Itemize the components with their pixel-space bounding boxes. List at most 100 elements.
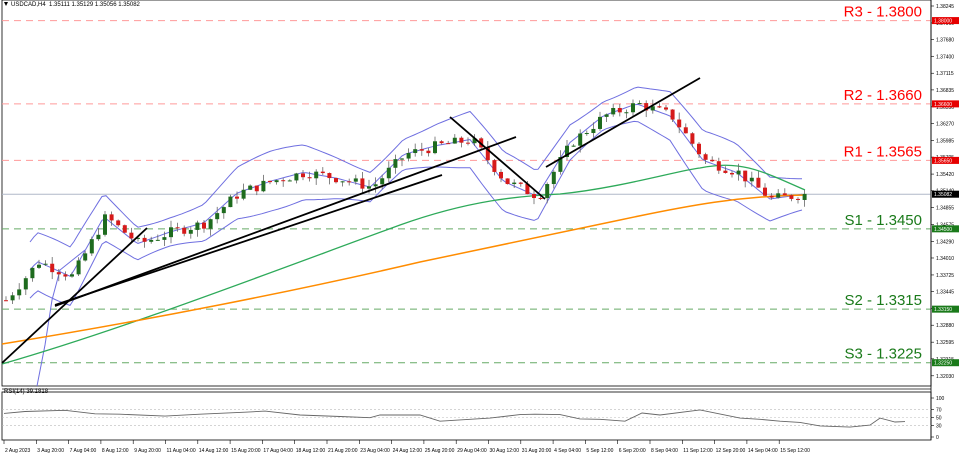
time-tick-label: 18 Aug 12:00 — [296, 448, 326, 454]
bull-candle — [512, 182, 517, 185]
bull-candle — [373, 184, 378, 187]
bear-candle — [182, 227, 187, 234]
rsi-line — [3, 409, 906, 428]
trendline-1[interactable] — [1, 227, 148, 364]
bear-candle — [499, 171, 503, 179]
bull-candle — [76, 260, 81, 275]
bear-candle — [116, 220, 121, 226]
bull-candle — [208, 219, 213, 229]
trendline-4[interactable] — [449, 116, 546, 200]
bull-candle — [386, 167, 391, 179]
bull-candle — [406, 153, 411, 159]
bear-candle — [254, 185, 259, 192]
bear-candle — [664, 107, 668, 110]
price-tick-label: 1.37680 — [936, 38, 954, 44]
main-plot-frame — [1, 0, 932, 387]
time-tick-label: 29 Aug 04:00 — [457, 448, 487, 454]
ohlc-values: 1.35111 1.35129 1.35056 1.35082 — [49, 2, 140, 8]
bear-candle — [129, 232, 134, 239]
bear-candle — [281, 180, 286, 182]
bear-candle — [677, 119, 682, 128]
bear-candle — [142, 237, 147, 242]
bull-candle — [637, 103, 642, 105]
time-tick-label: 3 Aug 20:00 — [37, 448, 64, 454]
bear-candle — [426, 150, 431, 154]
axis-level-box-s1 — [932, 225, 959, 233]
bear-candle — [4, 300, 8, 302]
bull-candle — [558, 157, 563, 172]
time-tick-label: 15 Aug 20:00 — [231, 448, 261, 454]
bear-candle — [710, 159, 715, 162]
bear-candle — [756, 177, 761, 188]
trendline-5[interactable] — [545, 77, 701, 168]
bear-candle — [235, 196, 239, 199]
bull-candle — [162, 237, 167, 240]
bull-candle — [43, 263, 48, 265]
time-tick-label: 4 Sep 04:00 — [554, 448, 581, 454]
price-tick-label: 1.33445 — [936, 290, 954, 296]
bull-candle — [749, 177, 754, 182]
price-tick-label: 1.32030 — [936, 374, 954, 380]
bull-candle — [103, 214, 107, 235]
bull-candle — [261, 180, 266, 192]
bear-candle — [690, 133, 695, 144]
axis-level-label-s1: 1.34500 — [934, 227, 952, 233]
bear-candle — [307, 177, 312, 179]
bull-candle — [294, 173, 299, 181]
bull-candle — [96, 234, 101, 240]
price-tick-label: 1.37115 — [936, 71, 954, 77]
time-tick-label: 12 Sep 20:00 — [716, 448, 746, 454]
bull-candle — [136, 237, 140, 239]
level-label-s3: S3 - 1.3225 — [844, 346, 922, 363]
time-tick-label: 11 Sep 12:00 — [683, 448, 713, 454]
trendline-3[interactable] — [54, 136, 517, 307]
axis-level-label-r1: 1.35650 — [934, 158, 952, 164]
bear-candle — [532, 194, 536, 199]
bear-candle — [268, 180, 272, 183]
trendline-2[interactable] — [54, 174, 443, 306]
price-tick-label: 1.32880 — [936, 323, 954, 329]
bear-candle — [122, 225, 127, 233]
bull-candle — [591, 128, 596, 134]
bull-candle — [188, 229, 193, 234]
price-tick-label: 1.36270 — [936, 122, 954, 128]
bear-candle — [446, 143, 451, 145]
current-price-box — [932, 190, 959, 198]
bear-candle — [419, 149, 424, 151]
bull-candle — [155, 239, 160, 241]
time-tick-label: 7 Aug 04:00 — [70, 448, 97, 454]
bull-candle — [221, 207, 226, 214]
bull-candle — [551, 171, 556, 185]
price-tick-label: 1.35420 — [936, 172, 954, 178]
bull-candle — [571, 145, 576, 147]
bear-candle — [789, 195, 794, 199]
bear-candle — [301, 173, 305, 178]
bear-candle — [50, 263, 55, 273]
bull-candle — [274, 180, 279, 183]
time-tick-label: 11 Aug 04:00 — [167, 448, 196, 454]
bull-candle — [10, 295, 15, 301]
time-tick-label: 6 Sep 20:00 — [619, 448, 646, 454]
bull-candle — [241, 189, 246, 199]
bull-candle — [452, 137, 457, 144]
bear-candle — [703, 154, 708, 160]
price-tick-label: 1.35985 — [936, 138, 954, 144]
moving-average-orange — [1, 194, 806, 345]
bear-candle — [670, 109, 675, 120]
rsi-plot-frame — [1, 391, 932, 441]
bull-candle — [393, 159, 398, 168]
price-tick-label: 1.32595 — [936, 340, 954, 346]
bear-candle — [538, 198, 543, 200]
bull-candle — [17, 289, 22, 296]
bear-candle — [439, 141, 444, 144]
bull-candle — [433, 141, 437, 154]
bear-candle — [518, 182, 523, 184]
time-tick-label: 31 Aug 20:00 — [522, 448, 552, 454]
time-tick-label: 5 Sep 12:00 — [586, 448, 613, 454]
bear-candle — [743, 170, 748, 182]
bear-candle — [683, 127, 688, 134]
dropdown-triangle-icon[interactable] — [4, 2, 8, 7]
bull-candle — [23, 278, 28, 290]
